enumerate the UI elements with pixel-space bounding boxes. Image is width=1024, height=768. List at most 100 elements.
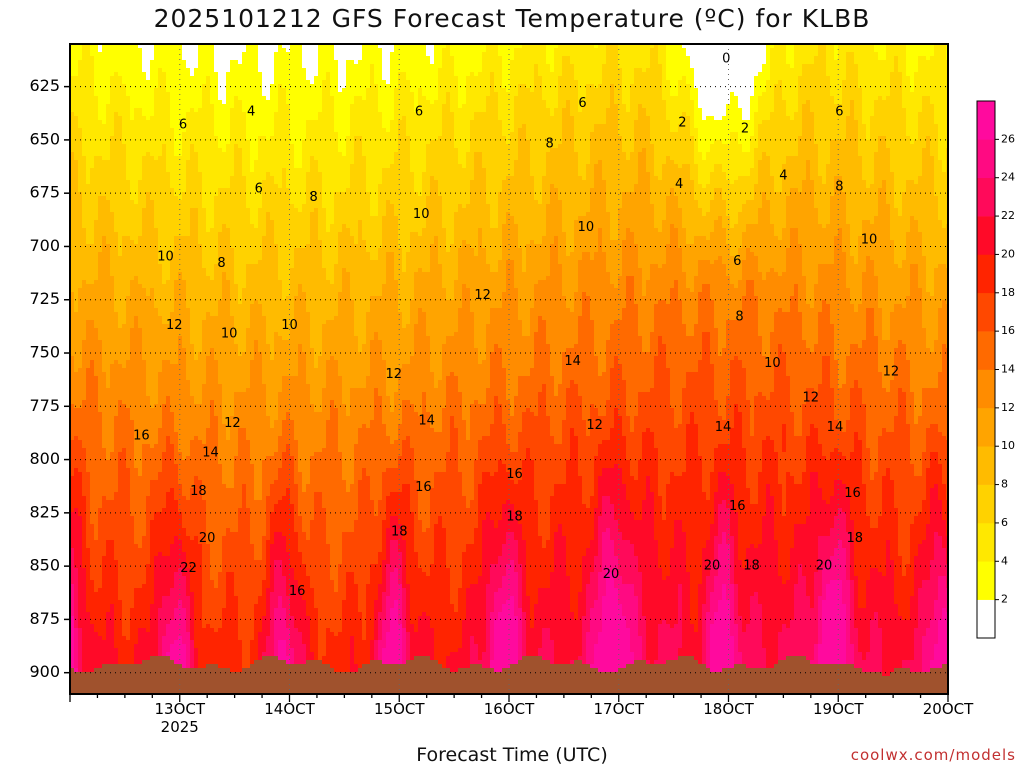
- contour-label: 4: [675, 177, 683, 192]
- contour-label: 6: [415, 105, 423, 120]
- colorbar-tick-label: 22: [1001, 209, 1015, 222]
- contour-label: 12: [803, 390, 820, 405]
- contour-label: 20: [199, 531, 216, 546]
- colorbar-swatch: [977, 177, 995, 217]
- contour-label: 10: [157, 250, 174, 265]
- temperature-contour-field: [70, 44, 948, 694]
- x-tick-label: 16OCT: [484, 700, 535, 718]
- contour-label: 10: [764, 356, 781, 371]
- contour-label: 10: [413, 207, 430, 222]
- contour-label: 16: [133, 429, 150, 444]
- colorbar-tick-label: 24: [1001, 171, 1015, 184]
- contour-label: 12: [474, 288, 491, 303]
- contour-label: 8: [310, 190, 318, 205]
- contour-label: 14: [202, 446, 219, 461]
- contour-label: 6: [179, 117, 187, 132]
- grid-lines: [70, 44, 948, 694]
- colorbar-swatch: [977, 561, 995, 600]
- contour-label: 8: [835, 179, 843, 194]
- colorbar-swatch: [977, 139, 995, 179]
- colorbar-swatch: [977, 331, 995, 370]
- contour-label: 14: [715, 420, 732, 435]
- contour-label: 18: [190, 484, 207, 499]
- contour-label: 18: [506, 510, 523, 525]
- colorbar-swatch: [977, 369, 995, 409]
- colorbar-tick-label: 12: [1001, 401, 1015, 414]
- contour-label: 10: [578, 220, 595, 235]
- colorbar-tick-label: 26: [1001, 132, 1015, 145]
- contour-label: 4: [247, 105, 255, 120]
- colorbar-swatch: [977, 407, 995, 447]
- x-tick-label: 18OCT: [703, 700, 754, 718]
- x-tick-label: 14OCT: [264, 700, 315, 718]
- colorbar-swatch: [977, 599, 995, 639]
- chart-title: 2025101212 GFS Forecast Temperature (ºC)…: [0, 4, 1024, 33]
- y-tick-label: 850: [29, 556, 60, 575]
- contour-label: 4: [779, 169, 787, 184]
- colorbar-tick-label: 14: [1001, 363, 1015, 376]
- contour-label: 0: [722, 51, 730, 66]
- contour-label: 16: [415, 480, 432, 495]
- contour-label: 8: [217, 256, 225, 271]
- contour-label: 8: [735, 309, 743, 324]
- contour-label: 18: [846, 531, 863, 546]
- contour-label: 20: [603, 567, 620, 582]
- contour-label: 10: [861, 233, 878, 248]
- contour-label: 22: [180, 561, 197, 576]
- contour-label: 12: [883, 365, 900, 380]
- colorbar-swatch: [977, 446, 995, 485]
- x-axis-label: Forecast Time (UTC): [0, 744, 1024, 766]
- colorbar-tick-label: 16: [1001, 324, 1015, 337]
- colorbar-swatch: [977, 522, 995, 562]
- colorbar-swatch: [977, 101, 995, 140]
- contour-label: 2: [678, 115, 686, 130]
- y-axis: 625 650 675 700 725 750 775 800 825 850 875 900: [29, 76, 70, 681]
- contour-label: 20: [816, 559, 833, 574]
- colorbar-swatch: [977, 484, 995, 524]
- contour-label: 12: [224, 416, 241, 431]
- contour-label: 6: [578, 96, 586, 111]
- contour-labels: 02 24446666668888810101010101010121212121…: [133, 51, 899, 599]
- contour-label: 14: [827, 420, 844, 435]
- y-tick-label: 675: [29, 183, 60, 202]
- y-tick-label: 625: [29, 76, 60, 95]
- contour-label: 14: [418, 414, 435, 429]
- contour-label: 2: [741, 122, 749, 137]
- y-tick-label: 900: [29, 662, 60, 681]
- colorbar-tick-label: 18: [1001, 286, 1015, 299]
- colorbar-tick-label: 20: [1001, 247, 1015, 260]
- contour-label: 10: [221, 326, 238, 341]
- contour-label: 6: [835, 105, 843, 120]
- colorbar-tick-label: 2: [1001, 593, 1008, 606]
- contour-label: 12: [586, 418, 603, 433]
- contour-label: 6: [733, 254, 741, 269]
- x-tick-label: 13OCT: [154, 700, 205, 718]
- colorbar-tick-label: 10: [1001, 439, 1015, 452]
- contour-label: 16: [289, 584, 306, 599]
- x-tick-label: 20OCT: [923, 700, 974, 718]
- y-tick-label: 825: [29, 502, 60, 521]
- contour-label: 12: [385, 367, 402, 382]
- y-tick-label: 700: [29, 236, 60, 255]
- contour-label: 12: [166, 318, 183, 333]
- contour-label: 18: [391, 525, 408, 540]
- contour-label: 20: [704, 559, 721, 574]
- contour-label: 6: [255, 181, 263, 196]
- y-tick-label: 800: [29, 449, 60, 468]
- y-tick-label: 875: [29, 609, 60, 628]
- y-tick-label: 750: [29, 343, 60, 362]
- contour-label: 16: [506, 467, 523, 482]
- contour-label: 18: [743, 559, 760, 574]
- contour-label: 8: [545, 137, 553, 152]
- x-tick-label: 19OCT: [813, 700, 864, 718]
- colorbar-swatch: [977, 216, 995, 255]
- colorbar-tick-label: 8: [1001, 478, 1008, 491]
- colorbar-swatch: [977, 292, 995, 332]
- credit-link[interactable]: coolwx.com/models: [851, 746, 1016, 764]
- y-tick-label: 775: [29, 396, 60, 415]
- x-tick-label: 17OCT: [593, 700, 644, 718]
- y-tick-label: 725: [29, 289, 60, 308]
